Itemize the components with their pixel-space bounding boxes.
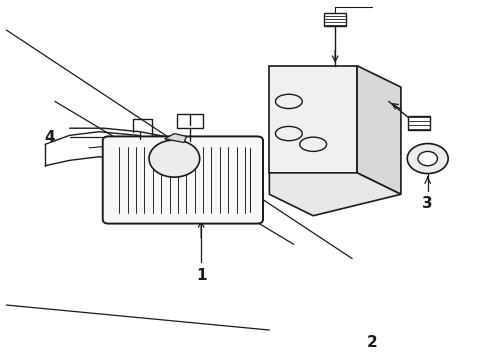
Circle shape: [418, 152, 438, 166]
Circle shape: [149, 140, 200, 177]
FancyBboxPatch shape: [177, 114, 203, 128]
FancyBboxPatch shape: [103, 136, 263, 224]
Text: 3: 3: [422, 196, 433, 211]
Text: 5: 5: [169, 203, 180, 218]
Polygon shape: [165, 134, 187, 143]
Text: 4: 4: [45, 130, 55, 145]
Circle shape: [407, 144, 448, 174]
Polygon shape: [357, 66, 401, 194]
Text: 2: 2: [367, 335, 377, 350]
FancyBboxPatch shape: [408, 116, 430, 130]
Polygon shape: [270, 173, 401, 216]
Polygon shape: [270, 66, 357, 173]
Text: 1: 1: [196, 267, 206, 283]
FancyBboxPatch shape: [324, 13, 346, 26]
